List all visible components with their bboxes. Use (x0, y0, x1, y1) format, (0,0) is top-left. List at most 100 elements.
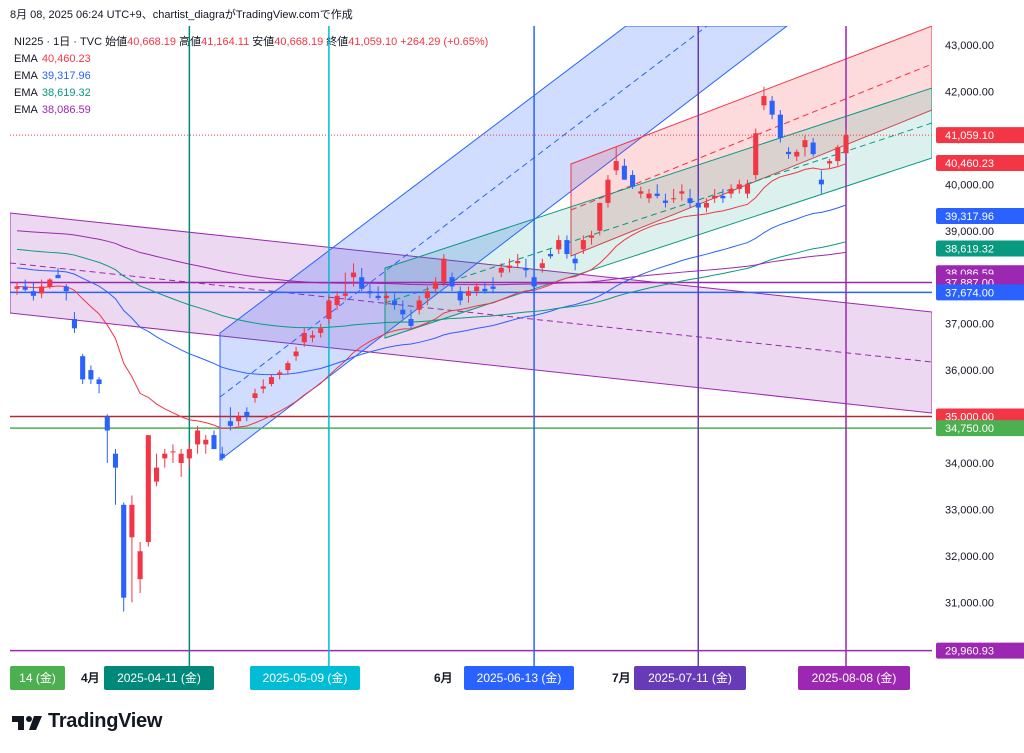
candle-body (55, 274, 61, 279)
candle-body (827, 161, 833, 164)
logo-text: TradingView (48, 710, 163, 732)
candle-body (293, 351, 299, 357)
tradingview-logo[interactable]: TradingView (12, 710, 162, 733)
candle-body (39, 286, 45, 294)
price-tag-label: 38,619.32 (945, 243, 994, 255)
legend-ema-value: 38,619.32 (41, 87, 91, 99)
candle-body (621, 165, 627, 180)
candle-body (367, 291, 373, 294)
price-axis: 31,000.0032,000.0033,000.0034,000.0035,0… (936, 40, 1024, 659)
blue-channel-midline (219, 26, 708, 398)
price-tag-label: 41,059.10 (945, 130, 994, 142)
candlestick-chart[interactable]: 31,000.0032,000.0033,000.0034,000.0035,0… (0, 0, 1024, 700)
candle-body (761, 96, 767, 106)
candle-body (630, 175, 636, 187)
candle-body (96, 379, 102, 385)
candle-body (580, 240, 586, 250)
candle-body (22, 286, 28, 290)
candle-body (326, 300, 332, 320)
legend-ohlc-row: NI225 · 1日 · TVC 始値40,668.19 高値41,164.11… (14, 34, 488, 51)
candle-body (359, 277, 365, 289)
y-tick-label: 32,000.00 (945, 551, 994, 563)
candle-body (703, 202, 710, 208)
legend-ema-label: EMA (14, 70, 38, 82)
candle-body (638, 191, 644, 194)
candle-body (47, 279, 53, 287)
candle-body (244, 411, 250, 417)
candle-body (219, 453, 225, 459)
candle-body (309, 335, 316, 338)
candle-body (605, 179, 611, 203)
price-tag-label: 40,460.23 (945, 158, 994, 170)
date-marker-label (464, 666, 574, 690)
price-tag-label: 29,960.93 (945, 646, 994, 658)
legend-close-value: 41,059.10 (348, 36, 398, 48)
legend-ema-value: 40,460.23 (41, 53, 91, 65)
time-axis: 14 (金) 4月 2025-04-11 (金) 2025-05-09 (金) 6月 20… (10, 666, 910, 690)
ema-line (16, 230, 847, 286)
y-tick-label: 39,000.00 (945, 226, 994, 238)
date-marker-text: 2025-06-13 (金) (477, 670, 562, 685)
candle-body (383, 295, 389, 299)
legend-ema-row: EMA 40,460.23 (14, 51, 488, 68)
month-label: 4月 (81, 671, 100, 685)
legend-ema-row: EMA 38,086.59 (14, 102, 488, 119)
candle-body (794, 151, 800, 157)
candle-body (810, 142, 816, 155)
price-tag (936, 208, 1024, 225)
legend-ema-value: 39,317.96 (41, 70, 91, 82)
date-marker-text: 2025-05-09 (金) (263, 670, 348, 685)
candle-body (720, 195, 726, 199)
date-marker-label (104, 666, 214, 690)
candle-body (531, 277, 537, 287)
candle-body (433, 281, 439, 289)
ascending-channel-green (384, 87, 932, 339)
candle-body (490, 286, 496, 289)
candle-body (252, 393, 258, 398)
y-tick-label: 40,000.00 (945, 179, 994, 191)
candle-body (515, 260, 521, 264)
candle-body (137, 551, 143, 580)
candle-body (285, 363, 291, 371)
candle-body (63, 286, 69, 292)
month-label: 7月 (612, 671, 631, 685)
candle-body (227, 421, 233, 426)
candle-body (342, 293, 348, 296)
candle-body (203, 439, 209, 445)
candle-body (392, 300, 398, 306)
y-tick-label: 37,000.00 (945, 319, 994, 331)
candle-body (195, 430, 201, 445)
candle-body (728, 188, 734, 194)
candle-body (129, 504, 135, 538)
candle-body (441, 258, 447, 282)
candle-body (457, 291, 463, 301)
candle-body (679, 191, 685, 194)
candle-body (777, 114, 783, 138)
date-marker-label (798, 666, 910, 690)
candle-body (802, 140, 808, 148)
price-tag (936, 284, 1024, 301)
candle-body (646, 193, 652, 199)
candle-body (556, 240, 562, 250)
descending-channel-midline (10, 262, 932, 363)
y-tick-label: 42,000.00 (945, 86, 994, 98)
legend-low-value: 40,668.19 (274, 36, 324, 48)
price-tag-label: 37,674.00 (945, 287, 994, 299)
candle-body (112, 453, 119, 468)
candle-body (465, 291, 471, 296)
candle-body (753, 133, 759, 176)
legend-change: +264.29 (+0.65%) (400, 36, 489, 48)
candle-body (334, 295, 340, 306)
candle-body (71, 319, 77, 329)
date-marker-text: 2025-08-08 (金) (812, 670, 897, 685)
candle-body (145, 435, 151, 542)
date-marker-text: 2025-07-11 (金) (648, 670, 732, 685)
legend-ema-label: EMA (14, 87, 38, 99)
legend-ema-row: EMA 39,317.96 (14, 68, 488, 85)
legend-low-label: 安値 (252, 36, 275, 48)
price-tag (936, 420, 1024, 437)
candle-body (547, 254, 554, 257)
candle-body (30, 291, 36, 296)
candle-body (695, 202, 701, 208)
candle-body (449, 277, 455, 287)
